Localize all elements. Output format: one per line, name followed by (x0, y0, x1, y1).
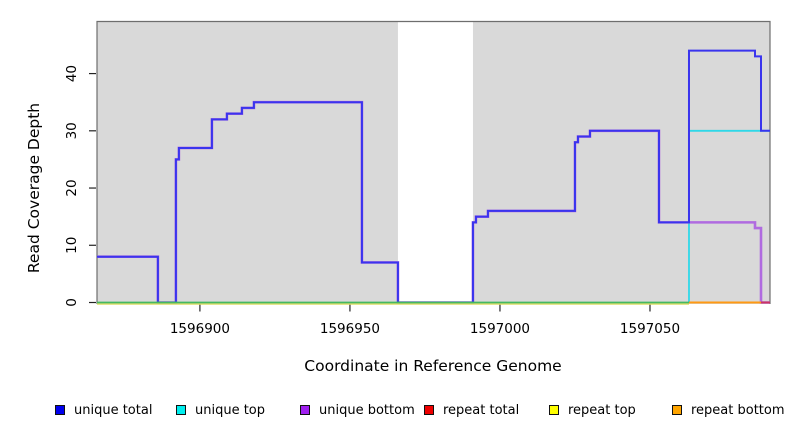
y-tick-label: 10 (64, 237, 80, 254)
panel-border (96, 20, 771, 304)
y-tick-label: 30 (64, 122, 80, 139)
legend-label: unique total (74, 402, 153, 418)
legend-label: unique bottom (319, 402, 415, 418)
legend-item-repeat-total: repeat total (424, 399, 519, 421)
legend-swatch-repeat-top (549, 405, 559, 415)
y-axis-title: Read Coverage Depth (25, 103, 43, 273)
series-unique-total (97, 49, 770, 304)
legend-label: repeat bottom (691, 402, 785, 418)
x-tick-label: 1597050 (620, 321, 680, 337)
y-tick-label: 20 (64, 179, 80, 196)
legend-swatch-repeat-bottom (672, 405, 682, 415)
x-axis-title: Coordinate in Reference Genome (304, 357, 561, 375)
x-tick-label: 1597000 (470, 321, 530, 337)
gap-region (397, 21, 473, 304)
legend-swatch-unique-total (55, 405, 65, 415)
x-tick-label: 1596950 (320, 321, 380, 337)
legend-label: repeat top (568, 402, 636, 418)
x-tick-label: 1596900 (170, 321, 230, 337)
coverage-series (97, 49, 770, 305)
legend-swatch-repeat-total (424, 405, 434, 415)
y-tick-label: 40 (64, 65, 80, 82)
legend-label: repeat total (443, 402, 520, 418)
legend-swatch-unique-top (176, 405, 186, 415)
legend-item-unique-bottom: unique bottom (300, 399, 415, 421)
legend: unique total unique top unique bottom repea… (0, 399, 792, 423)
legend-item-repeat-top: repeat top (549, 399, 636, 421)
plot-panel (96, 20, 771, 304)
legend-swatch-unique-bottom (300, 405, 310, 415)
legend-item-unique-top: unique top (176, 399, 265, 421)
legend-item-unique-total: unique total (55, 399, 152, 421)
legend-item-repeat-bottom: repeat bottom (672, 399, 785, 421)
legend-label: unique top (195, 402, 266, 418)
axes: 1596900 1596950 1597000 1597050 0 10 20 30 40 (64, 65, 680, 337)
y-tick-label: 0 (64, 298, 80, 307)
